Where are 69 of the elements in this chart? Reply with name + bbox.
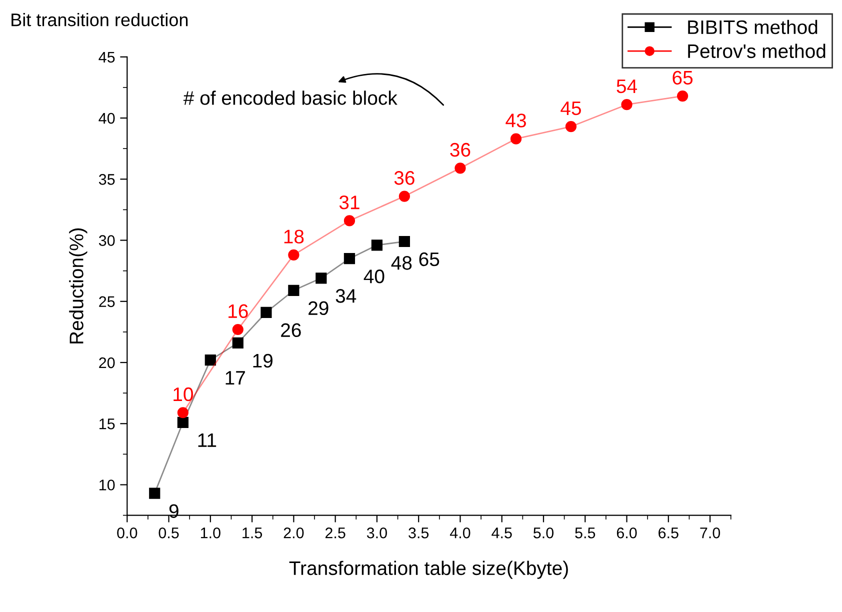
point — [677, 90, 688, 102]
y-tick-label: 45 — [98, 52, 115, 63]
annotation: 16 — [228, 304, 248, 318]
y-tick-label: 15 — [100, 418, 115, 430]
annotation: 29 — [308, 301, 328, 316]
point — [177, 416, 188, 428]
y-tick-label: 30 — [98, 235, 115, 246]
legend-label: BIBITS method — [688, 20, 818, 34]
x-tick-label: 0.5 — [158, 528, 179, 538]
point — [398, 190, 410, 202]
x-tick-label: 2.5 — [325, 528, 346, 538]
point — [316, 272, 327, 284]
x-tick-label: 5.0 — [533, 528, 554, 538]
y-tick-label: 25 — [99, 296, 115, 308]
annotation: 34 — [336, 289, 356, 303]
x-tick-label: 2.0 — [284, 528, 304, 538]
point — [288, 249, 300, 260]
x-tick-label: 4.5 — [492, 528, 512, 538]
annotation: 31 — [339, 195, 360, 210]
x-tick-label: 3.5 — [408, 528, 429, 538]
annotation: 36 — [394, 171, 414, 185]
point — [177, 407, 188, 418]
y-tick-label: 10 — [100, 480, 115, 490]
x-tick-label: 3.0 — [366, 528, 387, 538]
annotation: 36 — [450, 142, 470, 157]
point — [344, 253, 356, 264]
annotation: 45 — [560, 102, 581, 116]
point — [371, 240, 383, 251]
x-axis-title: Transformation table size(Kbyte) — [289, 560, 568, 579]
x-tick-label: 4.0 — [450, 528, 470, 538]
annotation: 11 — [198, 434, 216, 447]
point — [232, 337, 244, 349]
annotation: 26 — [281, 323, 301, 338]
x-tick-label: 7.0 — [700, 528, 720, 538]
point — [260, 306, 272, 318]
y-tick-label: 20 — [99, 357, 115, 368]
annotation: 48 — [391, 256, 412, 270]
y-axis-title: Reduction(%) — [69, 228, 88, 344]
annotation: 40 — [364, 270, 384, 284]
x-tick-label: 1.5 — [242, 528, 262, 538]
x-tick-label: 6.0 — [616, 528, 637, 538]
annotation: 10 — [174, 387, 193, 402]
point — [344, 215, 356, 226]
x-tick-label: 6.5 — [658, 528, 678, 538]
y-tick-label: 35 — [98, 174, 115, 185]
point — [232, 324, 244, 336]
chart-title: Bit transition reduction — [12, 13, 188, 26]
annotation: 65 — [672, 70, 693, 85]
point — [565, 121, 577, 132]
x-tick-label: 5.5 — [575, 528, 596, 538]
x-tick-label: 0.0 — [117, 528, 138, 538]
point — [204, 354, 216, 366]
point — [149, 488, 160, 499]
annotation: 43 — [506, 114, 526, 128]
point — [454, 162, 466, 174]
point — [510, 133, 522, 144]
annotation: 18 — [284, 230, 304, 244]
legend-label: Petrov's method — [688, 44, 826, 58]
point — [288, 284, 300, 296]
point — [621, 99, 632, 110]
x-tick-label: 1.0 — [200, 528, 220, 538]
point — [398, 236, 410, 248]
annotation: 19 — [253, 354, 272, 368]
annotation: 65 — [419, 252, 440, 266]
annotation: 9 — [169, 504, 178, 518]
annotation: 54 — [616, 80, 638, 94]
annotation: 17 — [226, 371, 245, 385]
annotation: # of encoded basic block — [183, 90, 398, 105]
y-tick-label: 40 — [98, 112, 115, 124]
